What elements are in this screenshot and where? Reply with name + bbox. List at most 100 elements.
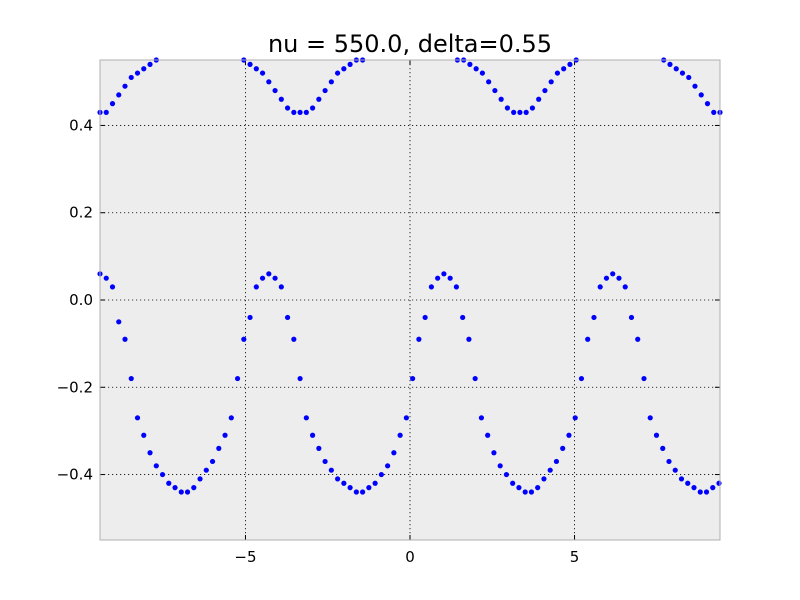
data-point bbox=[578, 375, 585, 382]
data-point bbox=[529, 105, 536, 111]
data-point bbox=[103, 275, 109, 281]
plot-frame bbox=[99, 59, 721, 541]
y-tick-label: 0.0 bbox=[69, 291, 93, 309]
x-tick-label: 5 bbox=[570, 548, 580, 566]
data-point bbox=[554, 70, 561, 76]
y-tick-label: −0.4 bbox=[57, 466, 93, 484]
data-point bbox=[498, 96, 504, 102]
data-point bbox=[428, 284, 434, 290]
data-point bbox=[297, 375, 303, 382]
data-point bbox=[460, 314, 466, 321]
data-point bbox=[147, 450, 153, 456]
data-point bbox=[485, 432, 491, 438]
data-point bbox=[309, 432, 316, 438]
data-point bbox=[597, 284, 603, 290]
data-point bbox=[466, 336, 472, 342]
data-point bbox=[278, 284, 284, 290]
data-point bbox=[209, 458, 216, 465]
data-point bbox=[297, 109, 303, 115]
data-point bbox=[716, 480, 722, 486]
data-point bbox=[116, 92, 122, 98]
y-tick-label: 0.4 bbox=[69, 116, 93, 134]
data-point bbox=[672, 467, 678, 473]
data-point bbox=[567, 61, 573, 67]
y-tick-label: 0.2 bbox=[69, 204, 93, 222]
axis-ticks: −5 0 5 0.4 0.2 0.0 −0.2 −0.4 bbox=[57, 60, 720, 566]
data-point bbox=[486, 79, 492, 85]
data-point bbox=[547, 467, 553, 473]
data-point bbox=[473, 66, 479, 72]
data-point bbox=[710, 485, 716, 491]
data-point bbox=[328, 467, 334, 473]
data-point bbox=[335, 70, 341, 76]
data-point bbox=[478, 415, 485, 421]
data-point bbox=[510, 480, 516, 486]
data-point bbox=[591, 314, 597, 321]
data-point bbox=[673, 66, 679, 72]
data-point bbox=[259, 275, 266, 281]
data-point bbox=[341, 66, 347, 72]
data-point bbox=[291, 336, 297, 342]
data-point bbox=[566, 432, 572, 438]
data-point bbox=[447, 275, 453, 281]
data-point bbox=[134, 70, 141, 76]
data-point bbox=[410, 375, 416, 382]
data-point bbox=[523, 109, 529, 115]
data-point bbox=[472, 375, 478, 382]
data-point bbox=[109, 284, 116, 290]
data-point bbox=[141, 66, 147, 72]
data-point bbox=[109, 101, 116, 107]
data-point bbox=[347, 61, 353, 67]
data-point bbox=[528, 489, 535, 495]
data-point bbox=[522, 489, 528, 495]
data-point bbox=[548, 79, 554, 85]
data-point bbox=[247, 61, 253, 67]
chart-title: nu = 550.0, delta=0.55 bbox=[268, 30, 552, 58]
data-point bbox=[253, 66, 259, 72]
data-point bbox=[378, 471, 384, 478]
data-point bbox=[635, 336, 641, 342]
data-point bbox=[216, 445, 222, 451]
data-point bbox=[128, 74, 134, 81]
data-point bbox=[435, 275, 441, 281]
data-point bbox=[360, 489, 366, 495]
data-point bbox=[536, 96, 542, 102]
data-point bbox=[272, 275, 278, 281]
data-point bbox=[622, 284, 628, 290]
data-point bbox=[467, 61, 473, 67]
data-point bbox=[697, 489, 703, 495]
data-points bbox=[97, 57, 723, 495]
data-point bbox=[353, 489, 359, 495]
data-point bbox=[660, 445, 666, 451]
data-point bbox=[335, 476, 341, 482]
data-point bbox=[560, 445, 566, 451]
data-point bbox=[572, 415, 578, 421]
data-point bbox=[372, 480, 378, 486]
data-point bbox=[366, 485, 372, 491]
y-tick-label: −0.2 bbox=[57, 378, 93, 396]
data-point bbox=[704, 101, 711, 107]
data-point bbox=[603, 275, 610, 281]
data-point bbox=[284, 314, 291, 321]
data-point bbox=[303, 109, 309, 115]
data-point bbox=[328, 79, 334, 85]
data-point bbox=[172, 485, 178, 491]
data-point bbox=[153, 463, 159, 469]
data-point bbox=[441, 271, 447, 277]
data-point bbox=[178, 489, 184, 495]
data-point bbox=[203, 467, 209, 473]
data-point bbox=[266, 79, 272, 85]
data-point bbox=[685, 480, 691, 486]
data-point bbox=[491, 450, 497, 456]
data-point bbox=[103, 109, 109, 115]
data-point bbox=[492, 87, 498, 94]
data-point bbox=[641, 375, 647, 382]
data-point bbox=[479, 70, 485, 76]
data-point bbox=[303, 415, 309, 421]
data-point bbox=[316, 96, 322, 102]
data-point bbox=[141, 432, 147, 438]
data-point bbox=[241, 336, 247, 342]
data-point bbox=[116, 319, 122, 325]
data-point bbox=[222, 432, 228, 438]
